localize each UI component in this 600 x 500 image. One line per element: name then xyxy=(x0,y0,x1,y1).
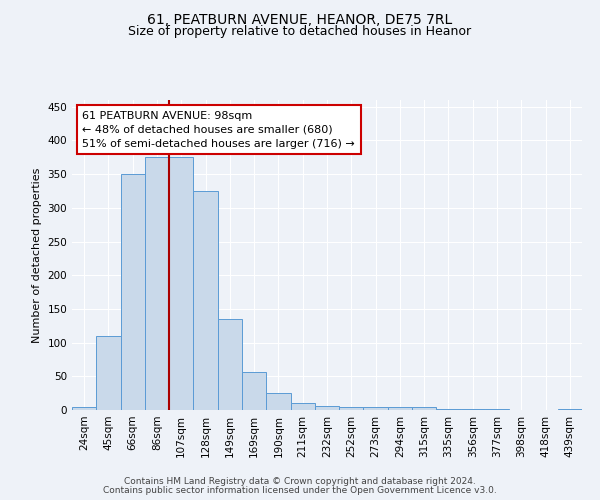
Bar xyxy=(364,406,388,410)
Text: Size of property relative to detached houses in Heanor: Size of property relative to detached ho… xyxy=(128,25,472,38)
Bar xyxy=(315,406,339,410)
Text: Contains public sector information licensed under the Open Government Licence v3: Contains public sector information licen… xyxy=(103,486,497,495)
Bar xyxy=(121,174,145,410)
Bar xyxy=(339,408,364,410)
Bar xyxy=(169,158,193,410)
Y-axis label: Number of detached properties: Number of detached properties xyxy=(32,168,42,342)
Text: 61, PEATBURN AVENUE, HEANOR, DE75 7RL: 61, PEATBURN AVENUE, HEANOR, DE75 7RL xyxy=(148,12,452,26)
Bar xyxy=(72,406,96,410)
Text: 61 PEATBURN AVENUE: 98sqm
← 48% of detached houses are smaller (680)
51% of semi: 61 PEATBURN AVENUE: 98sqm ← 48% of detac… xyxy=(82,111,355,149)
Bar xyxy=(558,408,582,410)
Bar xyxy=(242,372,266,410)
Bar xyxy=(388,406,412,410)
Bar xyxy=(290,404,315,410)
Bar xyxy=(96,336,121,410)
Bar xyxy=(218,319,242,410)
Bar xyxy=(266,393,290,410)
Bar xyxy=(193,191,218,410)
Bar xyxy=(145,158,169,410)
Bar xyxy=(412,408,436,410)
Text: Contains HM Land Registry data © Crown copyright and database right 2024.: Contains HM Land Registry data © Crown c… xyxy=(124,477,476,486)
Bar xyxy=(436,408,461,410)
